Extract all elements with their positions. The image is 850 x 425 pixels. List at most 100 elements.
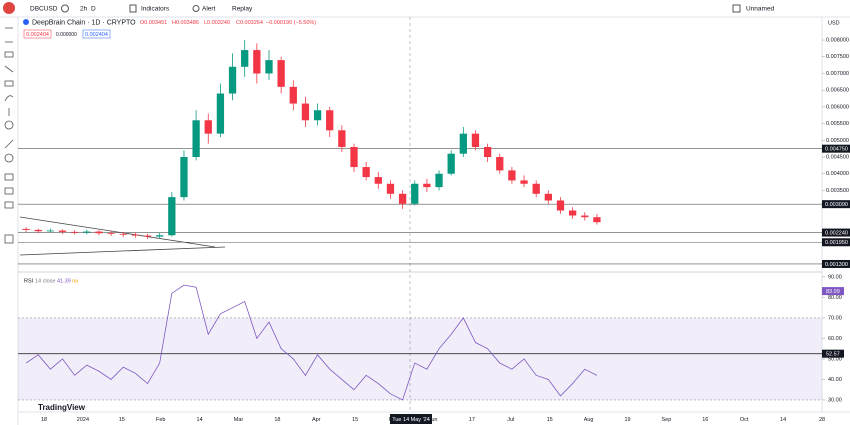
fib-tool[interactable] <box>4 51 14 58</box>
legend-high: H0.003486 <box>172 20 199 26</box>
x-tick-label: 15 <box>119 417 125 423</box>
alert-button[interactable]: Alert <box>202 6 216 13</box>
y-tick-label: 0.004500 <box>826 154 849 160</box>
rsi-title: RSI <box>24 278 34 284</box>
candle-body <box>532 183 540 194</box>
candle-body <box>326 110 334 131</box>
level-label-box <box>822 228 850 237</box>
avatar[interactable] <box>3 2 15 14</box>
x-tick-label: 14 <box>780 417 786 423</box>
candle-body <box>168 197 176 236</box>
indicators-icon[interactable] <box>129 4 137 13</box>
hide-tool[interactable] <box>4 201 14 209</box>
x-tick-label: 2024 <box>77 417 89 423</box>
candle-body <box>435 173 443 188</box>
x-tick-label: Sep <box>662 417 672 423</box>
x-tick-label: 17 <box>469 417 475 423</box>
candle-body <box>58 230 67 232</box>
y-tick-label: 50.00 <box>828 356 842 362</box>
legend-open: O0.003451 <box>140 20 167 26</box>
layout-name[interactable]: Unnamed <box>746 6 775 13</box>
top-toolbar <box>0 0 850 17</box>
candle-body <box>131 234 140 236</box>
candle-body <box>556 200 565 211</box>
emoji-tool[interactable] <box>4 120 14 130</box>
candle-body <box>143 235 152 237</box>
spread: 0.000000 <box>56 32 77 38</box>
x-tick-label: 18 <box>41 417 47 423</box>
level-label-box <box>822 200 850 209</box>
zoom-tool[interactable] <box>4 153 14 163</box>
layout-icon[interactable] <box>732 4 741 13</box>
replay-button[interactable]: Replay <box>232 6 253 13</box>
x-tick-label: 28 <box>819 417 825 423</box>
candle-body <box>350 147 358 168</box>
crosshair-date: Tue 14 May '24 <box>392 417 430 423</box>
interval[interactable]: 2h <box>80 6 88 13</box>
x-tick-label: Mar <box>234 417 244 423</box>
forecast-tool[interactable] <box>4 80 14 87</box>
candle-body <box>156 235 164 237</box>
rsi-current: 41.39 <box>57 278 71 284</box>
indicators-button[interactable]: Indicators <box>141 6 170 13</box>
plot: 0.008000 0.007500 0.007000 0.006500 0.006000… <box>18 38 850 423</box>
bid-box[interactable] <box>23 29 52 39</box>
add-symbol[interactable] <box>61 4 69 13</box>
candle-body <box>447 153 455 174</box>
pattern-tool[interactable] <box>4 65 14 73</box>
candle-body <box>544 193 552 201</box>
ask-box[interactable] <box>82 29 111 39</box>
y-tick-label: 40.00 <box>828 377 842 383</box>
candle-body <box>192 120 200 158</box>
symbol-logo <box>23 19 29 25</box>
rsi-ma: na <box>72 278 79 284</box>
candle-body <box>471 133 480 148</box>
level-label: 0.004750 <box>825 147 848 153</box>
x-tick-label: Apr <box>312 417 321 423</box>
candle-body <box>119 233 127 235</box>
rsi-line <box>25 284 598 401</box>
x-tick-label: Jul <box>507 417 514 423</box>
x-tick-label: 15 <box>352 417 358 423</box>
left-tools <box>4 27 14 244</box>
ruler-tool[interactable] <box>4 139 14 149</box>
candle-body <box>459 133 467 154</box>
candle-body <box>216 93 225 134</box>
x-tick-label: 16 <box>702 417 708 423</box>
chart-title: DeepBrain Chain · 1D · CRYPTO <box>32 19 136 26</box>
symbol[interactable]: DBCUSD <box>30 6 58 13</box>
lock-tool[interactable] <box>4 187 14 195</box>
crosshair-date-box <box>390 414 432 424</box>
candle-body <box>581 215 589 218</box>
legend-close: C0.003264 <box>236 20 263 26</box>
candle-body <box>228 66 237 94</box>
candle-body <box>568 210 577 216</box>
candle-body <box>253 50 261 74</box>
level-label: 0.003090 <box>825 202 848 208</box>
candle-body <box>313 110 322 121</box>
legend-change: −0.000190 (−5.50%) <box>266 20 316 26</box>
rsi-params: 14 close <box>35 278 56 284</box>
rsi-level-label: 52.57 <box>826 352 840 358</box>
bid-price: 0.002404 <box>26 32 49 38</box>
magnet-tool[interactable] <box>4 173 14 181</box>
candle-body <box>241 50 249 67</box>
y-tick-label: 0.004000 <box>826 171 849 177</box>
candle-body <box>46 230 55 232</box>
candle-body <box>411 183 419 204</box>
candle-body <box>374 177 382 184</box>
candle-body <box>34 229 42 232</box>
chart-style[interactable]: D <box>91 6 96 13</box>
candle-body <box>338 130 346 148</box>
triangle-pattern <box>19 216 226 256</box>
x-tick-label: 19 <box>624 417 630 423</box>
level-label: 0.001300 <box>825 262 848 268</box>
candle-body <box>71 231 79 233</box>
brush-tool[interactable] <box>4 95 14 102</box>
candle-body <box>265 60 273 74</box>
y-tick-label: 0.006500 <box>826 88 849 94</box>
trash-tool[interactable] <box>4 234 14 244</box>
candle-body <box>277 60 285 87</box>
alert-icon[interactable] <box>192 5 200 12</box>
